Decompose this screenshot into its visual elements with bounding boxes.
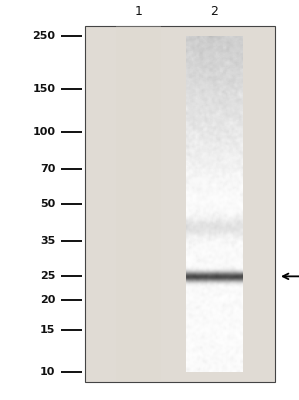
Text: 20: 20 (40, 295, 55, 305)
Text: 70: 70 (40, 164, 55, 174)
Text: 25: 25 (40, 271, 55, 281)
Text: 15: 15 (40, 325, 55, 335)
Text: 150: 150 (32, 84, 55, 94)
Bar (85, 26, 275, 382)
Text: 2: 2 (210, 5, 218, 18)
Text: 10: 10 (40, 367, 55, 377)
Text: 100: 100 (32, 127, 55, 137)
Text: 250: 250 (32, 31, 55, 41)
Text: 50: 50 (40, 199, 55, 209)
Text: 1: 1 (135, 5, 142, 18)
Text: 35: 35 (40, 236, 55, 246)
Bar (116, 26, 161, 382)
